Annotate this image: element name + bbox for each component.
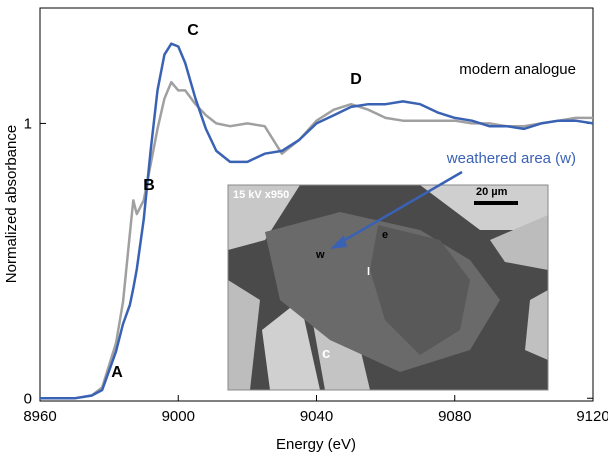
x-tick-label: 8960 bbox=[23, 408, 56, 425]
chart: Energy (eV) Normalized absorbance 8960 90… bbox=[0, 0, 608, 455]
inset-label: c bbox=[322, 345, 330, 362]
inset-label: e bbox=[382, 229, 388, 241]
peak-annotation: B bbox=[143, 177, 155, 194]
y-tick-label: 1 bbox=[24, 115, 32, 132]
series-label: weathered area (w) bbox=[446, 150, 576, 167]
inset-label: 20 µm bbox=[476, 186, 508, 198]
inset-label: l bbox=[367, 266, 370, 278]
y-tick-label: 0 bbox=[24, 390, 32, 407]
peak-annotation: D bbox=[350, 71, 362, 88]
series-label: modern analogue bbox=[459, 61, 576, 78]
inset-label: 15 kV x950 bbox=[233, 189, 289, 201]
peak-annotation: C bbox=[187, 22, 199, 39]
inset-label: w bbox=[315, 249, 325, 261]
y-axis-label: Normalized absorbance bbox=[3, 125, 20, 283]
x-tick-label: 9080 bbox=[438, 408, 471, 425]
x-tick-label: 9000 bbox=[162, 408, 195, 425]
x-tick-label: 9120 bbox=[576, 408, 608, 425]
x-axis-label: Energy (eV) bbox=[276, 436, 356, 453]
x-tick-label: 9040 bbox=[300, 408, 333, 425]
peak-annotation: A bbox=[111, 364, 123, 381]
